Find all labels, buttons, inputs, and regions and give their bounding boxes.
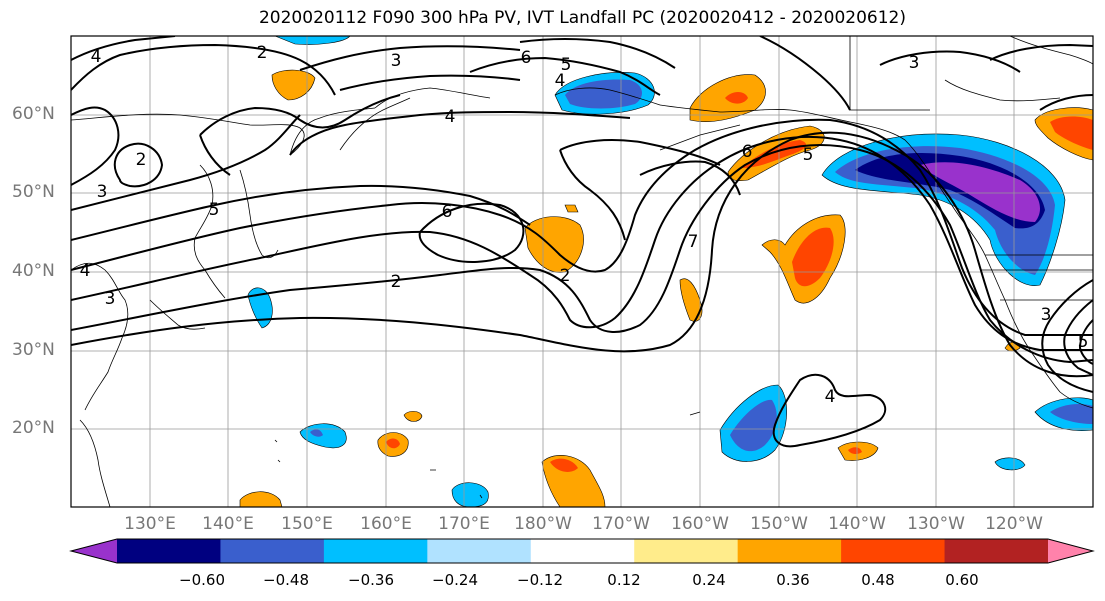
contour-label: 2 xyxy=(391,272,402,292)
colorbar-tick-label: 0.36 xyxy=(776,571,810,589)
negative-anomaly-patch xyxy=(247,287,273,329)
negative-anomaly-patch xyxy=(994,457,1026,471)
contour-label: 5 xyxy=(803,145,814,165)
colorbar-tick-label: −0.36 xyxy=(348,571,394,589)
negative-anomaly-patch xyxy=(274,36,351,45)
contour-label: 5 xyxy=(561,55,572,75)
negative-anomaly-patch xyxy=(451,482,489,507)
contour-label: 4 xyxy=(80,261,91,281)
longitude-label: 160°E xyxy=(360,514,412,534)
longitude-label: 170°W xyxy=(592,514,650,534)
positive-anomaly-patch xyxy=(239,491,283,507)
latitude-label: 20°N xyxy=(12,418,55,438)
colorbar-tick-label: 0.12 xyxy=(607,571,641,589)
pv-contours xyxy=(71,36,1093,448)
longitude-label: 160°W xyxy=(671,514,729,534)
positive-anomaly-patch xyxy=(271,69,316,101)
contour-label: 7 xyxy=(688,232,699,252)
contour-label: 6 xyxy=(521,48,532,68)
longitude-label: 150°E xyxy=(281,514,333,534)
colorbar-tick-label: 0.48 xyxy=(861,571,895,589)
longitude-label: 120°W xyxy=(985,514,1043,534)
contour-label: 3 xyxy=(105,289,116,309)
colorbar-tick-label: −0.60 xyxy=(179,571,225,589)
contour-label: 4 xyxy=(825,387,836,407)
colorbar-tick-label: −0.48 xyxy=(263,571,309,589)
positive-anomaly-patch xyxy=(679,278,703,322)
contour-label: 2 xyxy=(560,266,571,286)
contour-label: 6 xyxy=(442,202,453,222)
latitude-label: 30°N xyxy=(12,340,55,360)
contour-label: 3 xyxy=(909,53,920,73)
latitude-label: 40°N xyxy=(12,261,55,281)
latitude-label: 50°N xyxy=(12,182,55,202)
positive-anomaly-patch xyxy=(564,204,579,213)
positive-anomaly-patch xyxy=(403,411,423,422)
negative-anomaly-patch xyxy=(299,423,347,449)
contour-label: 3 xyxy=(391,51,402,71)
longitude-label: 170°E xyxy=(438,514,490,534)
contour-label: 4 xyxy=(91,47,102,67)
longitude-label: 130°W xyxy=(907,514,965,534)
map-frame xyxy=(70,35,1094,508)
longitude-label: 150°W xyxy=(750,514,808,534)
contour-labels: 2 3 4 5 6 2 3 4 5 6 7 2 3 4 5 6 5 2 3 4 … xyxy=(80,43,1089,407)
map-title: 2020020112 F090 300 hPa PV, IVT Landfall… xyxy=(258,8,906,28)
latitude-label: 60°N xyxy=(12,104,55,124)
contour-label: 5 xyxy=(209,200,220,220)
colorbar-tick-label: −0.12 xyxy=(517,571,563,589)
longitude-label: 180°W xyxy=(514,514,572,534)
contour-label: 3 xyxy=(1041,305,1052,325)
colorbar-tick-label: 0.60 xyxy=(945,571,979,589)
positive-anomaly-patch xyxy=(524,216,584,273)
pv-anomaly-patches xyxy=(239,36,1093,507)
colorbar-tick-label: 0.24 xyxy=(692,571,726,589)
contour-label: 2 xyxy=(136,150,147,170)
longitude-label: 130°E xyxy=(124,514,176,534)
contour-label: 4 xyxy=(555,71,566,91)
contour-label: 4 xyxy=(445,107,456,127)
contour-label: 3 xyxy=(97,182,108,202)
colorbar-tick-label: −0.24 xyxy=(432,571,478,589)
contour-label: 2 xyxy=(257,43,268,63)
longitude-label: 140°E xyxy=(202,514,254,534)
contour-label: 5 xyxy=(1078,332,1089,352)
longitude-label: 140°W xyxy=(828,514,886,534)
contour-label: 6 xyxy=(742,142,753,162)
